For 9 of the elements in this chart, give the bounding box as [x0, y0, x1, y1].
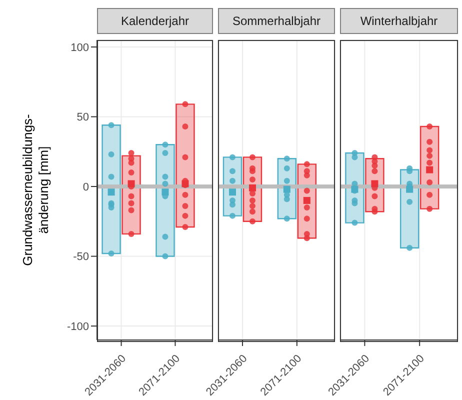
y-tick-label: 100	[70, 42, 89, 54]
panel-strip: Kalenderjahr	[97, 8, 213, 34]
y-tick-label: -100	[66, 320, 89, 333]
y-tick-label: 0	[82, 181, 89, 194]
y-axis-title: Grundwasserneubildungs- änderung [mm]	[20, 114, 51, 266]
panel-strip: Sommerhalbjahr	[218, 8, 335, 34]
y-tick-label: -50	[73, 251, 89, 264]
panel-strip: Winterhalbjahr	[340, 8, 458, 34]
y-tick-label: 50	[76, 112, 89, 124]
